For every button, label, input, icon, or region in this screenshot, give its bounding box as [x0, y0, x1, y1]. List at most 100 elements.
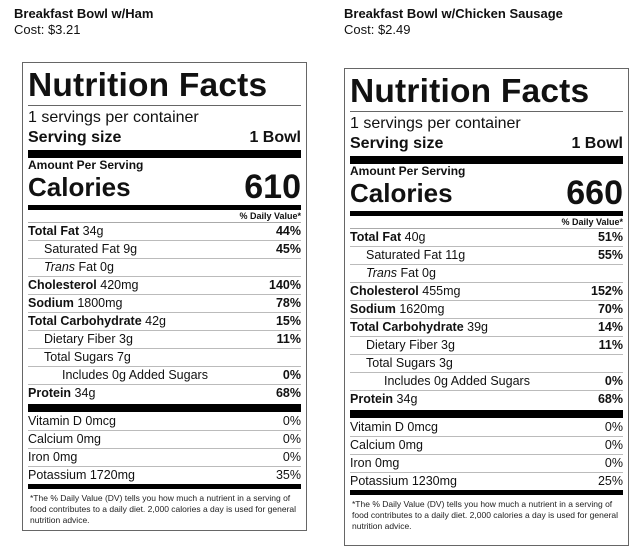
nutrient-amount: 39g: [467, 320, 489, 334]
nutrient-amount: 34g: [396, 392, 418, 406]
nutrient-daily-value: 45%: [275, 242, 301, 256]
nutrient-name: Includes 0g Added Sugars: [384, 374, 530, 388]
amount-per-serving: Amount Per Serving: [350, 164, 466, 178]
product-title: Breakfast Bowl w/Ham: [14, 6, 154, 21]
nutrient-name-amount: Includes 0g Added Sugars: [62, 367, 208, 384]
divider-medium: [28, 205, 301, 210]
nutrient-amount: 3g: [119, 332, 133, 346]
nutrient-row: Trans Fat 0g: [350, 265, 623, 283]
serving-size-value: 1 Bowl: [571, 135, 623, 152]
nutrient-name: Trans: [366, 266, 398, 280]
calories-value: 660: [566, 174, 623, 212]
nutrient-name: Protein: [28, 386, 72, 400]
serving-size-row: Serving size 1 Bowl: [28, 128, 301, 148]
vitamin-name: Iron 0mg: [28, 450, 78, 464]
nutrient-amount: 1800mg: [77, 296, 123, 310]
divider-medium: [28, 484, 301, 489]
nutrient-name: Trans: [44, 260, 76, 274]
vitamin-row: Calcium 0mg 0%: [350, 437, 623, 455]
nutrient-daily-value: 11%: [598, 338, 623, 352]
nutrient-daily-value: 78%: [275, 296, 301, 310]
nutrient-name-amount: Total Sugars 7g: [44, 349, 131, 366]
product-cost: Cost: $3.21: [14, 22, 81, 37]
vitamin-name: Calcium 0mg: [350, 438, 423, 452]
vitamin-daily-value: 0%: [282, 414, 301, 428]
serving-size-value: 1 Bowl: [249, 129, 301, 146]
vitamin-row: Potassium 1230mg 25%: [350, 473, 623, 490]
serving-size-row: Serving size 1 Bowl: [350, 134, 623, 154]
nutrient-name: Cholesterol: [350, 284, 419, 298]
nutrient-name-amount: Total Carbohydrate 39g: [350, 319, 488, 336]
vitamin-name: Iron 0mg: [350, 456, 400, 470]
nutrient-amount: 40g: [404, 230, 426, 244]
nutrient-amount: 7g: [116, 350, 131, 364]
nutrient-daily-value: 15%: [275, 314, 301, 328]
nutrient-name-amount: Trans Fat 0g: [366, 265, 436, 282]
nutrient-amount: 9g: [123, 242, 138, 256]
vitamin-daily-value: 0%: [604, 420, 623, 434]
nutrient-row: Saturated Fat 9g 45%: [28, 241, 301, 259]
nutrient-daily-value: 55%: [597, 248, 623, 262]
nutrient-amount: 455mg: [422, 284, 461, 298]
serving-size-label: Serving size: [350, 135, 444, 152]
product-title: Breakfast Bowl w/Chicken Sausage: [344, 6, 563, 21]
footnote: *The % Daily Value (DV) tells you how mu…: [352, 499, 619, 531]
vitamin-daily-value: 35%: [275, 468, 301, 482]
nutrient-row: Total Carbohydrate 39g 14%: [350, 319, 623, 337]
nutrient-name-amount: Saturated Fat 11g: [366, 247, 465, 264]
nutrient-name: Saturated Fat: [44, 242, 120, 256]
vitamin-row: Vitamin D 0mcg 0%: [28, 413, 301, 431]
nutrient-daily-value: 14%: [597, 320, 623, 334]
nutrient-name-amount: Sodium 1800mg: [28, 295, 123, 312]
nutrient-name-amount: Total Carbohydrate 42g: [28, 313, 166, 330]
vitamin-name: Calcium 0mg: [28, 432, 101, 446]
nutrient-name: Total Sugars: [44, 350, 114, 364]
vitamin-daily-value: 0%: [282, 450, 301, 464]
amount-per-serving: Amount Per Serving: [28, 158, 144, 172]
nutrient-name: Includes 0g Added Sugars: [62, 368, 208, 382]
vitamin-name: Potassium 1720mg: [28, 468, 136, 482]
nutrient-name: Total Carbohydrate: [350, 320, 464, 334]
vitamin-row: Iron 0mg 0%: [28, 449, 301, 467]
nutrient-amount: 11g: [445, 248, 466, 262]
label-heading: Nutrition Facts: [350, 73, 623, 112]
nutrient-row: Total Sugars 7g: [28, 349, 301, 367]
vitamin-row: Potassium 1720mg 35%: [28, 467, 301, 484]
nutrient-daily-value: 68%: [275, 386, 301, 400]
nutrient-amount: Fat 0g: [78, 260, 114, 274]
nutrient-daily-value: 0%: [282, 368, 301, 382]
nutrient-daily-value: 0%: [604, 374, 623, 388]
nutrient-daily-value: 70%: [597, 302, 623, 316]
calories-value: 610: [244, 168, 301, 206]
nutrient-daily-value: 152%: [591, 284, 623, 298]
nutrient-name-amount: Total Fat 34g: [28, 223, 104, 240]
nutrient-row: Cholesterol 420mg 140%: [28, 277, 301, 295]
footnote: *The % Daily Value (DV) tells you how mu…: [30, 493, 297, 525]
vitamin-name: Vitamin D 0mcg: [28, 414, 116, 428]
nutrient-name: Sodium: [28, 296, 74, 310]
nutrient-amount: 1620mg: [399, 302, 445, 316]
divider-medium: [350, 490, 623, 495]
nutrient-name: Total Carbohydrate: [28, 314, 142, 328]
vitamin-daily-value: 25%: [597, 474, 623, 488]
vitamins-section: Vitamin D 0mcg 0% Calcium 0mg 0% Iron 0mg 0% P…: [28, 413, 301, 484]
nutrient-name-amount: Dietary Fiber 3g: [44, 331, 133, 348]
serving-size-label: Serving size: [28, 129, 122, 146]
label-heading: Nutrition Facts: [28, 67, 301, 106]
calories-row: Calories 660: [350, 174, 623, 212]
nutrient-name-amount: Total Sugars 3g: [366, 355, 453, 372]
nutrient-name: Cholesterol: [28, 278, 97, 292]
nutrient-name-amount: Protein 34g: [28, 385, 95, 402]
nutrient-name-amount: Includes 0g Added Sugars: [384, 373, 530, 390]
nutrient-row: Dietary Fiber 3g 11%: [350, 337, 623, 355]
vitamin-row: Vitamin D 0mcg 0%: [350, 419, 623, 437]
nutrient-name: Dietary Fiber: [366, 338, 438, 352]
servings-per-container: 1 servings per container: [28, 109, 199, 126]
product-cost: Cost: $2.49: [344, 22, 411, 37]
nutrient-daily-value: 11%: [276, 332, 301, 346]
vitamin-name: Potassium 1230mg: [350, 474, 458, 488]
nutrient-row: Total Fat 34g 44%: [28, 223, 301, 241]
divider-thick: [28, 404, 301, 412]
servings-per-container: 1 servings per container: [350, 115, 521, 132]
nutrient-row: Protein 34g 68%: [28, 385, 301, 402]
